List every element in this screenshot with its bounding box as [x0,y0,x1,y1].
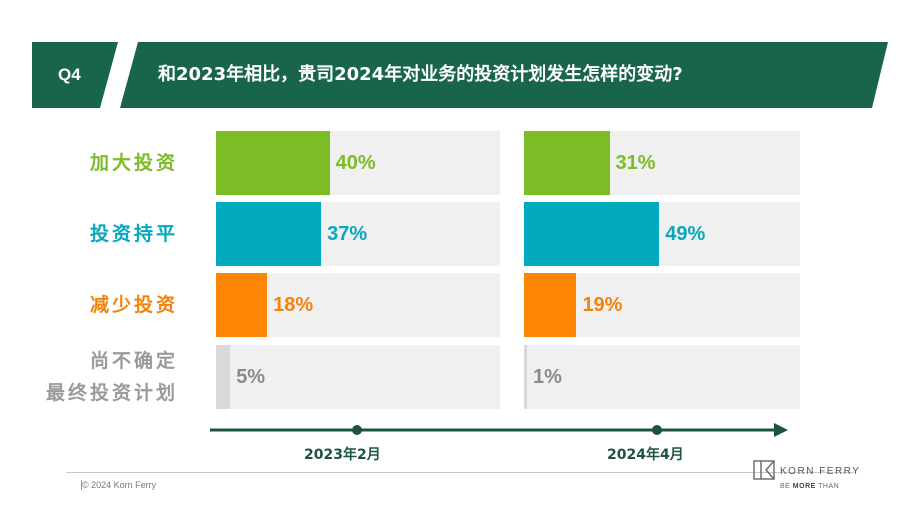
category-label-0: 加大投资 [0,147,178,179]
question-id: Q4 [58,65,81,84]
bar-track-1-1 [524,202,800,266]
bar-track-0-3 [216,345,500,409]
footer-divider [66,472,854,473]
bar-value-label-1-0: 31% [615,152,656,174]
bar-track-0-2 [216,273,500,337]
category-label-line: 投资持平 [89,223,178,245]
logo-tag-bold: MORE [792,483,816,490]
bar-1-3 [524,345,527,409]
time-axis-line [210,423,788,437]
axis-dot-2023 [352,425,362,435]
bar-track-1-0 [524,131,800,195]
bar-value-label-0-1: 37% [327,223,368,245]
axis-label-2023: 2023年2月 [304,447,381,463]
bar-track-0-0 [216,131,500,195]
axis-arrow-icon [774,423,788,437]
bar-value-label-1-3: 1% [533,366,562,388]
category-label-line: 尚不确定 [89,350,178,372]
axis-dot-2024 [652,425,662,435]
category-label-3: 尚不确定最终投资计划 [0,345,178,409]
bar-0-0 [216,131,330,195]
category-label-2: 减少投资 [0,289,178,321]
header-banner-shape [32,42,888,108]
logo-tag-pre: BE [780,483,793,490]
category-label-line: 减少投资 [89,294,178,316]
category-label-line: 加大投资 [89,152,178,174]
korn-ferry-logo-icon [752,458,776,486]
bar-value-label-0-0: 40% [335,152,376,174]
category-label-line: 最终投资计划 [45,382,178,404]
logo-tagline: BE MORE THAN [780,483,839,490]
bar-0-3 [216,345,231,409]
bar-1-2 [524,273,577,337]
bar-value-label-1-1: 49% [665,223,706,245]
bar-1-0 [524,131,610,195]
bar-0-2 [216,273,268,337]
bar-value-label-0-3: 5% [236,366,266,388]
header-banner [32,42,888,108]
time-axis [210,420,790,444]
category-label-1: 投资持平 [0,218,178,250]
page-title: 和2023年相比，贵司2024年对业务的投资计划发生怎样的变动? [158,64,683,85]
bar-track-0-1 [216,202,500,266]
copyright-text: © 2024 Korn Ferry [82,480,157,490]
bar-value-label-0-2: 18% [273,294,314,316]
logo-tag-post: THAN [815,483,840,490]
bar-track-1-2 [524,273,800,337]
bar-1-1 [524,202,660,266]
bar-track-1-3 [524,345,800,409]
bar-value-label-1-2: 19% [582,294,623,316]
axis-label-2024: 2024年4月 [607,447,684,463]
copyright-separator [81,480,82,490]
bar-0-1 [216,202,322,266]
logo-name: KORN FERRY [780,466,861,477]
